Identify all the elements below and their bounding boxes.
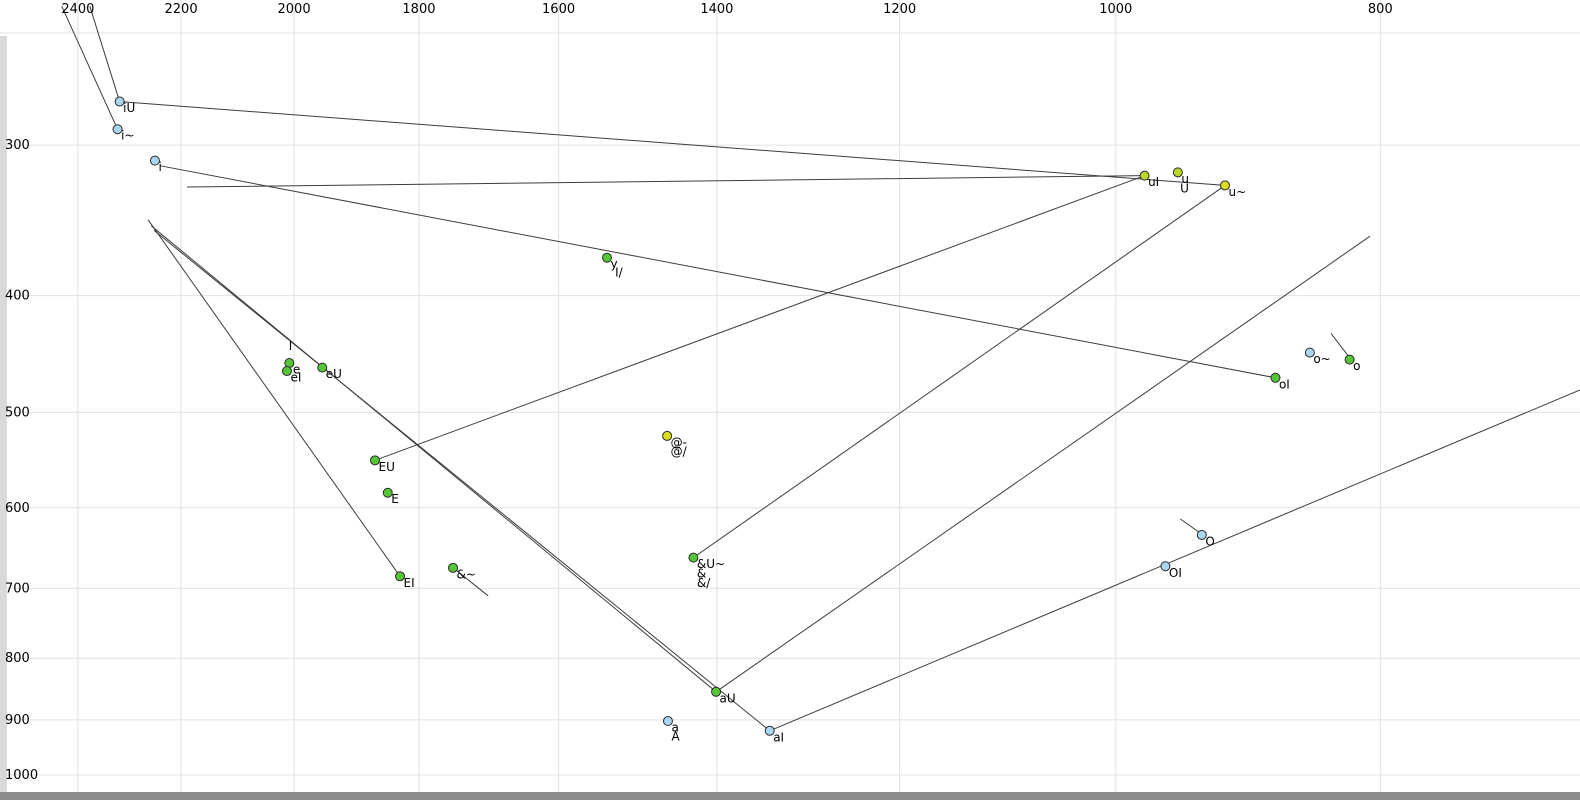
point-label: &/ [697, 576, 711, 590]
x-tick-label: 1800 [402, 2, 435, 17]
trajectory-line [186, 175, 1145, 188]
y-tick-label: 600 [5, 501, 30, 516]
data-point [317, 362, 328, 373]
point-label: E [391, 492, 399, 506]
point-label: aI [773, 730, 784, 744]
trajectory-line [150, 225, 717, 693]
point-label: A [671, 730, 680, 744]
data-point [149, 155, 160, 166]
data-point [688, 552, 699, 563]
data-point [1270, 372, 1281, 383]
y-tick-label: 400 [5, 289, 30, 304]
point-label: &~ [457, 567, 476, 581]
trajectory-line [147, 219, 401, 577]
point-label: @- [671, 435, 687, 449]
point-label: EI [404, 576, 415, 590]
data-point [369, 455, 380, 466]
data-point [114, 96, 125, 107]
point-label: OI [1169, 566, 1182, 580]
x-tick-label: 2400 [61, 2, 94, 17]
data-point [662, 716, 673, 727]
data-point [112, 124, 123, 135]
x-tick-label: 1400 [700, 2, 733, 17]
x-tick-label: 2000 [278, 2, 311, 17]
window-edge-bottom [0, 792, 1580, 800]
point-label: u~ [1228, 185, 1246, 199]
trajectory-line [119, 101, 1226, 186]
point-label: eU [326, 367, 342, 381]
trajectory-line [769, 389, 1580, 732]
y-tick-label: 700 [5, 581, 30, 596]
point-label: uI [1148, 175, 1159, 189]
point-label: I/ [615, 266, 624, 280]
point-label: EU [378, 460, 394, 474]
point-label: i~ [121, 129, 134, 143]
point-label: o~ [1313, 352, 1330, 366]
data-point [1219, 180, 1230, 191]
trajectory-line [159, 165, 1276, 379]
trajectory-line [153, 229, 771, 732]
data-point [662, 430, 673, 441]
data-point [1196, 529, 1207, 540]
point-label: oI [1279, 377, 1290, 391]
trajectory-line [61, 5, 119, 130]
point-label: I [289, 339, 293, 353]
point-label: aU [720, 691, 736, 705]
point-label: O [1205, 534, 1214, 548]
point-label: e [293, 363, 300, 377]
y-tick-label: 900 [5, 713, 30, 728]
trajectory-line [89, 6, 121, 102]
x-tick-label: 800 [1368, 2, 1393, 17]
data-point [764, 725, 775, 736]
point-label: iU [123, 101, 135, 115]
trajectory-line [374, 175, 1145, 461]
data-point [1139, 170, 1150, 181]
point-label: o [1353, 359, 1360, 373]
y-tick-label: 800 [5, 651, 30, 666]
point-label: U [1180, 182, 1189, 196]
trajectory-line [693, 185, 1226, 559]
data-point [382, 487, 393, 498]
data-point [281, 366, 292, 377]
data-point [395, 571, 406, 582]
data-point [601, 252, 612, 263]
window-edge-left [0, 36, 7, 792]
point-label: a [671, 721, 678, 735]
point-label: @/ [671, 444, 688, 458]
data-point [1304, 347, 1315, 358]
data-point [1172, 167, 1183, 178]
data-point [448, 562, 459, 573]
x-tick-label: 1000 [1099, 2, 1132, 17]
y-tick-label: 300 [5, 138, 30, 153]
point-label: & [697, 567, 706, 581]
point-label: i [158, 160, 161, 174]
y-tick-label: 500 [5, 405, 30, 420]
point-label: u [1181, 172, 1189, 186]
point-label: &U~ [697, 557, 725, 571]
data-point [1344, 354, 1355, 365]
trajectory-line [715, 235, 1371, 693]
data-point [1160, 561, 1171, 572]
x-tick-label: 1600 [542, 2, 575, 17]
data-point [711, 686, 722, 697]
x-tick-label: 2200 [165, 2, 198, 17]
x-tick-label: 1200 [883, 2, 916, 17]
point-label: eI [290, 371, 301, 385]
point-label: y [610, 257, 617, 271]
y-tick-label: 1000 [5, 768, 38, 783]
